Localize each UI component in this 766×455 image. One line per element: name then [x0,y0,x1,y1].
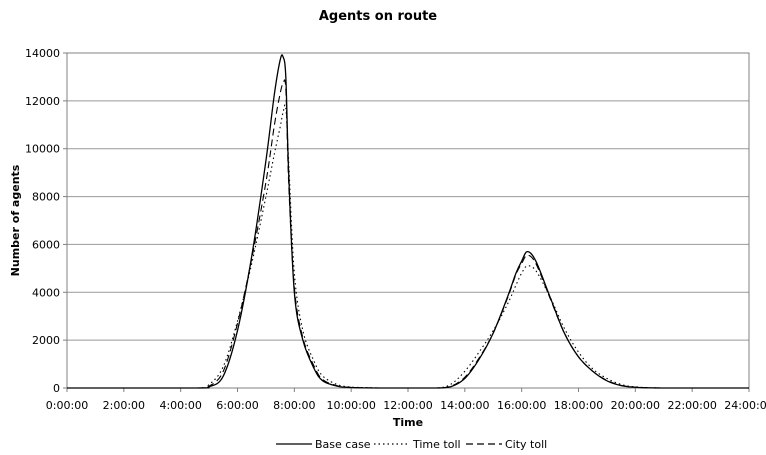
x-tick-label: 4:00:00 [159,399,201,412]
y-tick-label: 12000 [25,95,60,108]
x-tick-label: 22:00:00 [667,399,716,412]
y-tick-label: 2000 [32,334,60,347]
x-tick-label: 6:00:00 [216,399,258,412]
legend-label: Base case [315,438,371,451]
y-tick-label: 4000 [32,286,60,299]
series-lines [66,54,749,389]
legend-label: Time toll [412,438,461,451]
y-tick-label: 10000 [25,143,60,156]
x-tick-label: 14:00:00 [440,399,489,412]
x-tick-label: 8:00:00 [273,399,315,412]
x-tick-label: 20:00:00 [611,399,660,412]
x-tick-label: 10:00:00 [326,399,375,412]
x-tick-label: 2:00:00 [103,399,145,412]
y-axis-title: Number of agents [9,164,22,276]
x-tick-label: 18:00:00 [554,399,603,412]
y-tick-label: 0 [53,382,60,395]
y-tick-label: 14000 [25,47,60,60]
x-tick-label: 24:00:00 [724,399,766,412]
plot-area [66,52,750,389]
series-line-base-case [66,54,749,389]
y-tick-label: 8000 [32,191,60,204]
x-tick-label: 0:00:00 [46,399,88,412]
x-axis-title: Time [393,416,423,429]
series-line-time-toll [66,104,749,389]
x-tick-label: 12:00:00 [383,399,432,412]
y-axis-ticks: 0 2000 4000 6000 8000 10000 12000 14000 [25,47,67,395]
legend: Base case Time toll City toll [276,438,547,451]
y-tick-label: 6000 [32,238,60,251]
chart-title: Agents on route [319,9,437,24]
x-tick-label: 16:00:00 [497,399,546,412]
x-axis-ticks: 0:00:00 2:00:00 4:00:00 6:00:00 8:00:00 10:00… [46,388,766,412]
series-line-city-toll [66,79,749,389]
gridlines [67,52,749,341]
legend-label: City toll [505,438,547,451]
